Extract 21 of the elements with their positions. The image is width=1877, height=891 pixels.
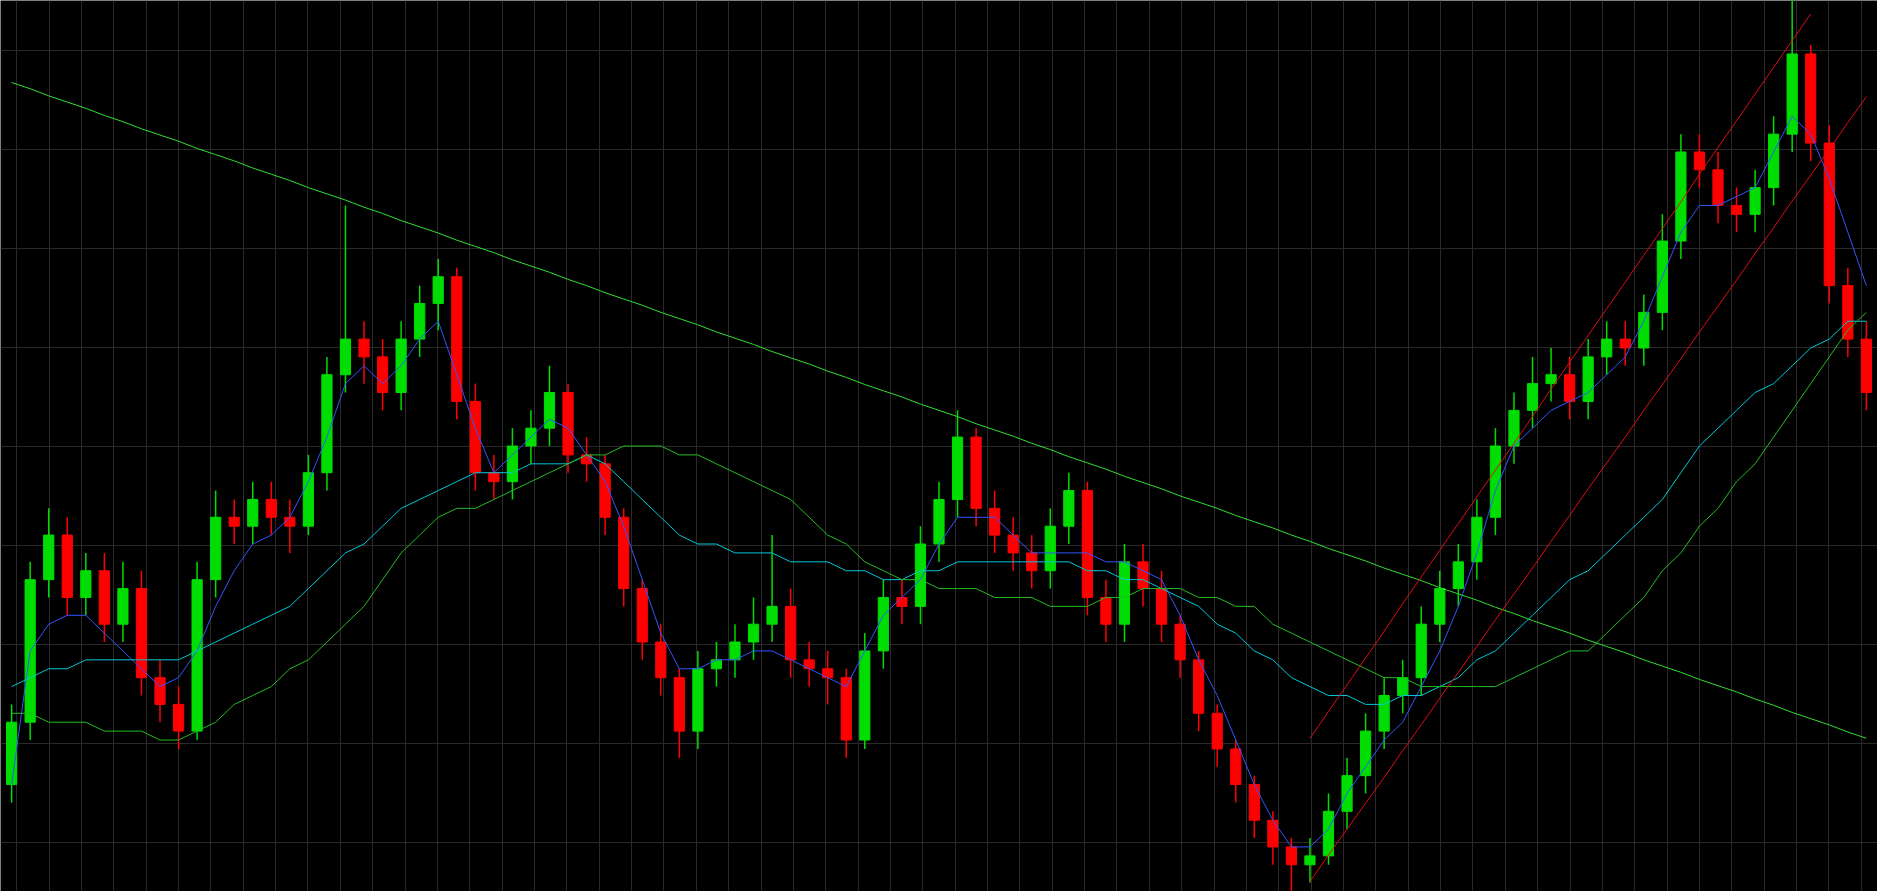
candlestick [1285, 837, 1297, 891]
candlestick [1007, 516, 1019, 572]
candlestick [822, 650, 834, 706]
candlestick [358, 320, 370, 385]
candlestick [1397, 659, 1409, 715]
candlestick [1619, 320, 1631, 367]
candlestick [803, 641, 815, 688]
candlestick [488, 454, 500, 501]
candlestick [525, 409, 537, 465]
candlestick [265, 480, 277, 536]
candlestick [284, 498, 296, 554]
candlestick [1730, 186, 1743, 233]
candlestick [729, 623, 741, 679]
candlestick [747, 596, 760, 661]
candlestick [766, 534, 778, 643]
candlestick [896, 578, 908, 625]
candlestick [1693, 133, 1706, 189]
candlestick [1545, 347, 1557, 403]
candlestick [228, 498, 240, 545]
candlestick [1601, 320, 1613, 376]
candlestick [1304, 837, 1316, 884]
